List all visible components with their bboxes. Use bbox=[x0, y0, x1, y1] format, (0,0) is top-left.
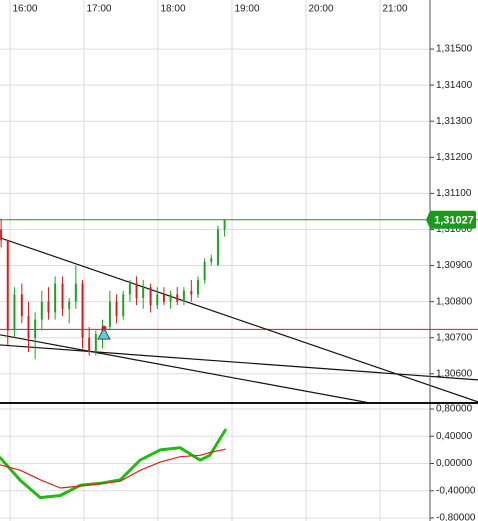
candle-body bbox=[88, 337, 91, 353]
candle-body bbox=[81, 283, 84, 338]
oscillator-line bbox=[0, 428, 227, 500]
y-tick-label: 0,40000 bbox=[436, 431, 473, 442]
y-tick-label: 1,31000 bbox=[436, 224, 473, 235]
candle-body bbox=[182, 290, 185, 302]
y-tick-label: -0,40000 bbox=[436, 485, 476, 496]
y-tick-label: 1,31300 bbox=[436, 116, 473, 127]
candle-body bbox=[68, 301, 71, 309]
candle-body bbox=[108, 301, 111, 327]
candle-body bbox=[0, 229, 3, 241]
candle-body bbox=[216, 229, 219, 266]
candle-body bbox=[27, 316, 30, 338]
price-badge-label: 1,31027 bbox=[434, 215, 474, 227]
candle-body bbox=[74, 283, 77, 302]
y-tick-label: 1,30600 bbox=[436, 368, 473, 379]
trend-line bbox=[0, 334, 371, 403]
y-tick-label: 0,00000 bbox=[436, 458, 473, 469]
candle-body bbox=[122, 294, 125, 317]
y-tick-label: 1,30900 bbox=[436, 260, 473, 271]
y-tick-label: 1,31500 bbox=[436, 44, 473, 55]
y-tick-label: 1,30700 bbox=[436, 332, 473, 343]
candle-body bbox=[196, 279, 199, 295]
trend-line bbox=[0, 237, 478, 403]
x-tick-label: 19:00 bbox=[234, 4, 259, 15]
oscillator-panel bbox=[0, 428, 227, 500]
candle-body bbox=[61, 283, 64, 309]
candle-body bbox=[203, 261, 206, 280]
candle-body bbox=[162, 294, 165, 302]
candle-body bbox=[169, 294, 172, 302]
candle-body bbox=[40, 301, 43, 320]
candle-body bbox=[128, 283, 131, 295]
y-tick-label: 0,80000 bbox=[436, 404, 473, 415]
signal-marker bbox=[97, 327, 111, 340]
candle-body bbox=[34, 319, 37, 338]
x-tick-label: 17:00 bbox=[86, 4, 111, 15]
signal-dot bbox=[101, 325, 107, 331]
candle-body bbox=[6, 240, 9, 331]
candle-body bbox=[190, 290, 193, 295]
x-tick-label: 20:00 bbox=[308, 4, 333, 15]
candle-body bbox=[13, 294, 16, 331]
candle-body bbox=[115, 301, 118, 317]
candle-body bbox=[156, 294, 159, 306]
price-panel bbox=[0, 218, 478, 403]
candle-body bbox=[94, 334, 97, 353]
candle-body bbox=[54, 283, 57, 313]
y-tick-label: 1,31100 bbox=[436, 188, 472, 199]
x-tick-label: 21:00 bbox=[383, 4, 408, 15]
candle-body bbox=[176, 294, 179, 302]
y-tick-label: 1,31400 bbox=[436, 80, 473, 91]
candle-body bbox=[142, 287, 145, 299]
oscillator-line bbox=[0, 448, 226, 489]
x-tick-label: 18:00 bbox=[160, 4, 185, 15]
candle-body bbox=[47, 301, 50, 313]
grid-layer bbox=[0, 0, 430, 521]
x-tick-label: 16:00 bbox=[12, 4, 37, 15]
y-tick-label: 1,31200 bbox=[436, 152, 473, 163]
trend-line bbox=[0, 344, 478, 381]
y-tick-label: -0,80000 bbox=[436, 513, 476, 521]
candle-body bbox=[149, 287, 152, 306]
candle-body bbox=[20, 294, 23, 317]
candle-body bbox=[135, 283, 138, 299]
price-badge bbox=[426, 210, 476, 229]
y-tick-label: 1,30800 bbox=[436, 296, 473, 307]
candle-body bbox=[223, 219, 226, 230]
data-layer bbox=[0, 218, 478, 500]
candle-body bbox=[210, 258, 213, 262]
